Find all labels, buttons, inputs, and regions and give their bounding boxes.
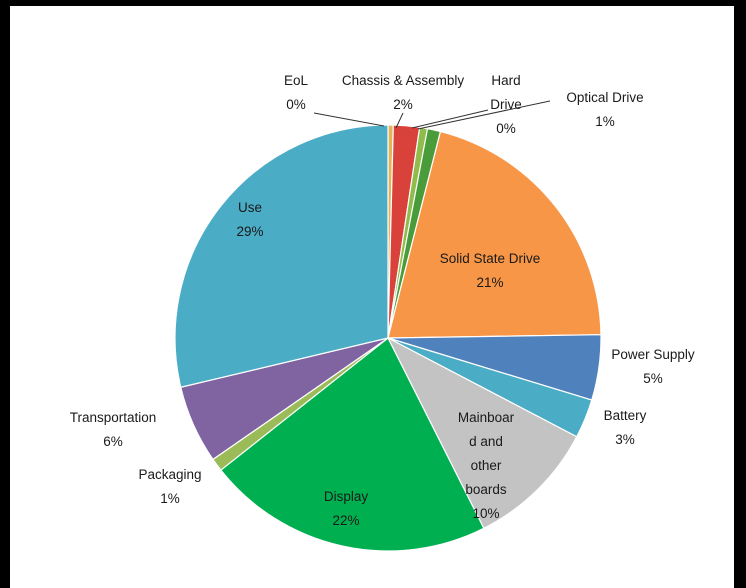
pie-slice-use: [174, 124, 389, 388]
data-label-packaging: Packaging 1%: [138, 467, 201, 506]
pie-chart: EoL 0% Chassis & Assembly 2% Hard Drive 0% Opti…: [70, 73, 695, 552]
leader-line-chassis-assembly: [395, 112, 404, 129]
data-label-chassis-assembly: Chassis & Assembly 2%: [342, 73, 465, 112]
data-label-mainboard-and-other-boards: Mainboar d and other boards 10%: [458, 410, 515, 521]
data-label-use: Use 29%: [236, 200, 263, 239]
chart-area: EoL 0% Chassis & Assembly 2% Hard Drive 0% Opti…: [10, 6, 734, 588]
data-label-battery: Battery 3%: [604, 408, 647, 447]
leader-line-eol: [313, 112, 385, 127]
pie-slice-display: [220, 337, 485, 552]
data-label-power-supply: Power Supply 5%: [611, 347, 695, 386]
leader-line-optical-drive: [417, 100, 551, 130]
leader-line-hard-drive: [411, 109, 489, 129]
data-label-transportation: Transportation 6%: [70, 410, 157, 449]
data-label-hard-drive: Hard Drive 0%: [490, 73, 522, 136]
pie-slice-mainboard-and-other-boards: [386, 336, 578, 530]
pie-slice-solid-state-drive: [387, 130, 602, 339]
data-label-display: Display 22%: [324, 489, 369, 528]
data-label-eol: EoL 0%: [284, 73, 309, 112]
data-label-solid-state-drive: Solid State Drive 21%: [440, 251, 541, 290]
data-label-optical-drive: Optical Drive 1%: [566, 90, 643, 129]
